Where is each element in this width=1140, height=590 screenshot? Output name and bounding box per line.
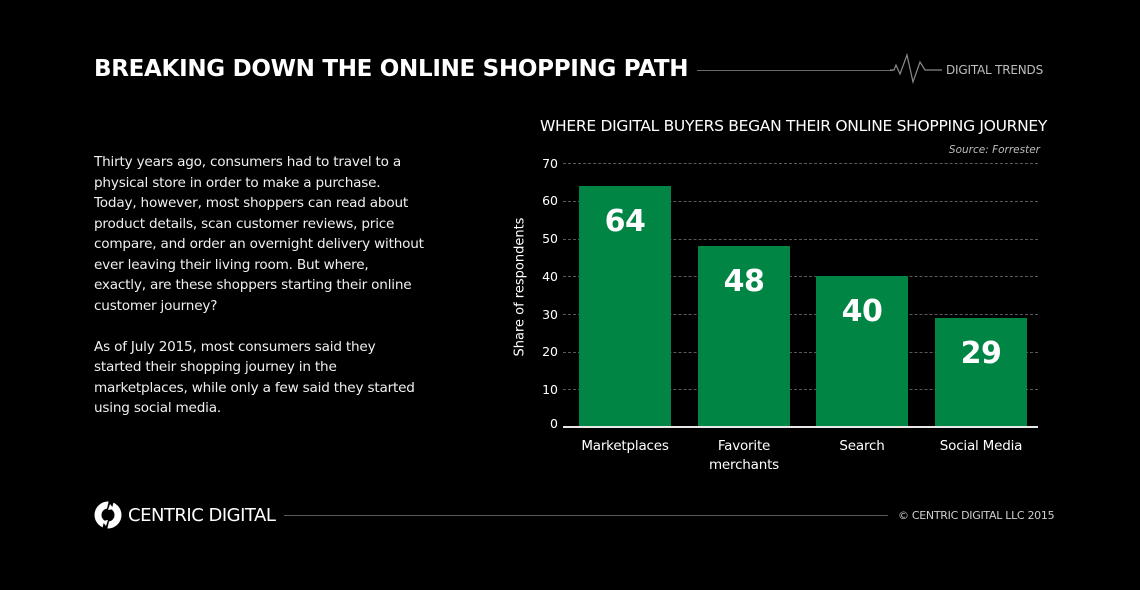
bar-search: 40 [816,276,908,427]
y-tick-label: 70 [542,156,558,171]
bar-marketplaces: 64 [579,186,671,427]
gridline [563,314,1038,315]
bar-social-media: 29 [935,318,1027,427]
bar-favorite-merchants: 48 [698,246,790,427]
brand-name: CENTRIC DIGITAL [128,505,276,526]
y-tick-label: 50 [542,231,558,246]
gridline [563,389,1038,390]
x-category-label: Favorite merchants [708,438,780,473]
bar-value: 64 [604,204,646,239]
y-tick-label: 0 [550,416,558,431]
centric-digital-logo-icon [94,500,122,530]
gridline [563,163,1038,164]
x-axis-line [563,426,1038,428]
x-category-label: Social Media [939,438,1023,454]
chart-title: WHERE DIGITAL BUYERS BEGAN THEIR ONLINE … [540,117,1048,135]
page-title: BREAKING DOWN THE ONLINE SHOPPING PATH [94,56,689,82]
header-divider [697,70,893,71]
y-tick-label: 20 [542,344,558,359]
y-tick-label: 60 [542,193,558,208]
bar-value: 29 [960,336,1002,371]
bar-value: 48 [723,264,765,299]
gridline [563,201,1038,202]
gridline [563,352,1038,353]
y-tick-label: 10 [542,382,558,397]
x-category-label: Search [839,438,885,454]
gridline [563,239,1038,240]
heartbeat-line-icon [890,52,942,85]
y-tick-label: 40 [542,269,558,284]
section-tag: DIGITAL TRENDS [946,63,1044,77]
gridline [563,276,1038,277]
x-category-label: Marketplaces [581,438,669,454]
y-tick-label: 30 [542,307,558,322]
paragraph: Thirty years ago, consumers had to trave… [94,154,424,314]
y-axis-label: Share of respondents [512,217,528,357]
footer-divider [284,515,888,516]
bar-value: 40 [841,294,883,329]
paragraph: As of July 2015, most consumers said the… [94,338,415,417]
copyright: © CENTRIC DIGITAL LLC 2015 [898,509,1055,522]
intro-text: Thirty years ago, consumers had to trave… [94,152,424,439]
chart-source: Source: Forrester [948,144,1040,156]
